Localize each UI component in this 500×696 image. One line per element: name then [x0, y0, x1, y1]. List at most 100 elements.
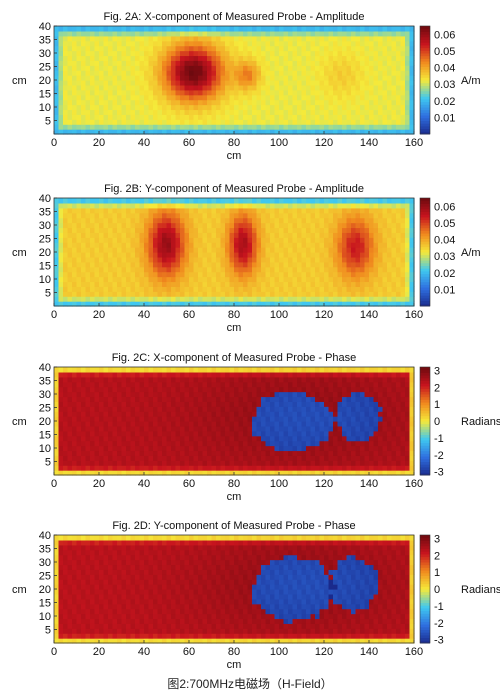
heatmap-cell [279, 242, 285, 248]
heatmap-cell [202, 119, 208, 125]
heatmap-cell [76, 114, 82, 120]
heatmap-cell [76, 386, 82, 393]
heatmap-cell [85, 99, 91, 106]
heatmap-cell [283, 227, 289, 233]
heatmap-cell [126, 35, 132, 42]
heatmap-cell [90, 376, 96, 383]
heatmap-cell [220, 276, 226, 283]
heatmap-cell [103, 94, 109, 101]
heatmap-cell [261, 256, 267, 263]
heatmap-cell [99, 114, 105, 120]
heatmap-cell [409, 104, 415, 111]
heatmap-cell [310, 104, 316, 111]
heatmap-cell [207, 281, 213, 287]
heatmap-cell [288, 391, 294, 398]
heatmap-cell [247, 35, 253, 42]
heatmap-cell [76, 455, 82, 461]
heatmap-cell [310, 202, 316, 209]
heatmap-cell [252, 207, 258, 214]
heatmap-cell [220, 202, 226, 209]
heatmap-cell [355, 256, 361, 263]
heatmap-cell [292, 391, 298, 398]
heatmap-cell [67, 386, 73, 393]
heatmap-cell [387, 198, 393, 204]
heatmap-cell [396, 266, 402, 273]
heatmap-cell [202, 281, 208, 287]
heatmap-cell [283, 391, 289, 398]
heatmap-cell [391, 26, 397, 32]
heatmap-cell [112, 45, 118, 52]
heatmap-cell [144, 99, 150, 106]
heatmap-cell [121, 450, 127, 456]
heatmap-cell [162, 445, 168, 452]
heatmap-cell [54, 129, 60, 135]
heatmap-cell [234, 460, 240, 466]
heatmap-cell [193, 440, 199, 447]
heatmap-cell [315, 227, 321, 233]
heatmap-cell [247, 256, 253, 263]
heatmap-cell [175, 261, 181, 268]
heatmap-cell [238, 45, 244, 52]
heatmap-cell [54, 465, 60, 471]
heatmap-cell [265, 421, 271, 427]
heatmap-cell [171, 296, 177, 302]
heatmap-cell [292, 421, 298, 427]
heatmap-cell [54, 435, 60, 442]
heatmap-cell [351, 99, 357, 106]
heatmap-cell [117, 75, 123, 81]
heatmap-cell [265, 202, 271, 209]
heatmap-cell [99, 386, 105, 393]
heatmap-cell [117, 450, 123, 456]
heatmap-cell [67, 198, 73, 204]
heatmap-cell [247, 227, 253, 233]
heatmap-cell [76, 440, 82, 447]
heatmap-cell [252, 124, 258, 130]
heatmap-cell [130, 455, 136, 461]
heatmap-cell [54, 55, 60, 61]
heatmap-cell [193, 89, 199, 96]
heatmap-cell [319, 202, 325, 209]
heatmap-cell [76, 470, 82, 476]
heatmap-cell [265, 232, 271, 238]
colorbar-step [420, 131, 430, 135]
heatmap-cell [162, 381, 168, 388]
heatmap-cell [270, 60, 276, 66]
y-tick-label: 10 [39, 102, 51, 114]
heatmap-cell [162, 129, 168, 135]
heatmap-cell [126, 435, 132, 442]
heatmap-cell [180, 109, 186, 115]
heatmap-cell [72, 35, 78, 42]
heatmap-cell [265, 440, 271, 447]
heatmap-cell [157, 30, 163, 37]
heatmap-cell [139, 247, 145, 253]
heatmap-cell [238, 286, 244, 292]
heatmap-cell [274, 465, 280, 471]
heatmap-cell [112, 261, 118, 268]
heatmap-cell [216, 75, 222, 81]
heatmap-cell [130, 227, 136, 233]
heatmap-cell [225, 386, 231, 393]
heatmap-cell [198, 109, 204, 115]
heatmap-cell [76, 460, 82, 466]
heatmap-cell [274, 281, 280, 287]
heatmap-cell [162, 65, 168, 71]
heatmap-cell [337, 50, 343, 57]
heatmap-cell [364, 94, 370, 101]
heatmap-cell [85, 55, 91, 61]
heatmap-cell [315, 301, 321, 307]
heatmap-cell [121, 212, 127, 219]
heatmap-cell [405, 212, 411, 219]
colorbar-step [420, 107, 430, 111]
colorbar-step [420, 265, 430, 269]
heatmap-cell [135, 376, 141, 383]
heatmap-cell [175, 367, 181, 373]
heatmap-cell [112, 411, 118, 417]
colorbar-step [420, 125, 430, 130]
heatmap-cell [256, 80, 262, 86]
heatmap-cell [229, 266, 235, 273]
heatmap-cell [270, 416, 276, 422]
heatmap-cell [220, 104, 226, 111]
heatmap-cell [153, 421, 159, 427]
heatmap-cell [103, 212, 109, 219]
heatmap-cell [103, 50, 109, 57]
